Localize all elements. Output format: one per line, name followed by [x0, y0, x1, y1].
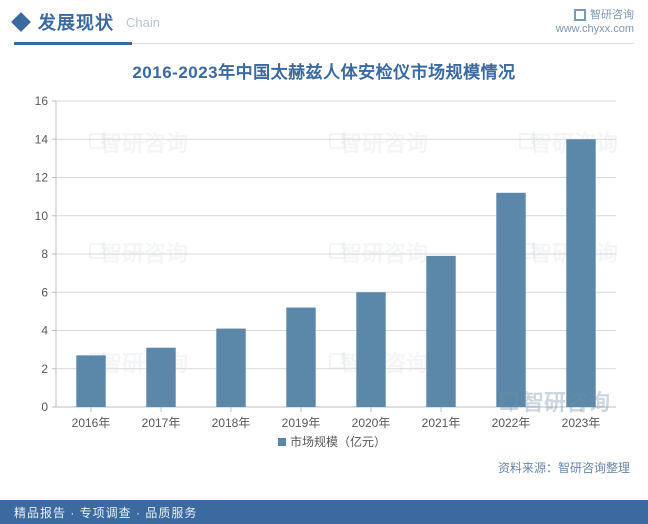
header-subtitle: Chain	[126, 15, 160, 30]
brand-site: www.chyxx.com	[556, 22, 634, 36]
diamond-icon	[11, 12, 31, 32]
bar	[286, 307, 315, 406]
svg-text:2: 2	[41, 361, 48, 375]
svg-text:智研咨询: 智研咨询	[100, 131, 188, 156]
svg-text:0: 0	[41, 400, 48, 414]
bar	[566, 139, 595, 407]
svg-text:2023年: 2023年	[562, 416, 601, 430]
svg-text:2019年: 2019年	[282, 416, 321, 430]
svg-text:2020年: 2020年	[352, 416, 391, 430]
header: 发展现状 Chain 智研咨询 www.chyxx.com	[0, 0, 648, 41]
svg-text:2022年: 2022年	[492, 416, 531, 430]
header-title: 发展现状	[38, 9, 114, 35]
svg-text:市场规模（亿元）: 市场规模（亿元）	[290, 434, 386, 449]
chart-area: 智研咨询智研咨询智研咨询智研咨询智研咨询智研咨询智研咨询智研咨询02468101…	[14, 91, 634, 461]
svg-text:8: 8	[41, 247, 48, 261]
svg-text:智研咨询: 智研咨询	[340, 131, 428, 156]
chart-title: 2016-2023年中国太赫兹人体安检仪市场规模情况	[0, 58, 648, 83]
bar	[76, 355, 105, 407]
header-divider	[14, 43, 634, 44]
svg-text:6: 6	[41, 285, 48, 299]
source-text: 资料来源：智研咨询整理	[0, 459, 648, 476]
svg-text:2016年: 2016年	[72, 416, 111, 430]
svg-text:16: 16	[35, 94, 49, 108]
svg-text:14: 14	[35, 132, 49, 146]
bar	[356, 292, 385, 407]
header-left: 发展现状 Chain	[14, 9, 160, 35]
brand-icon	[574, 9, 586, 21]
bar	[146, 347, 175, 406]
bar-chart: 智研咨询智研咨询智研咨询智研咨询智研咨询智研咨询智研咨询智研咨询02468101…	[14, 91, 634, 461]
header-right: 智研咨询 www.chyxx.com	[556, 8, 634, 37]
bar	[496, 192, 525, 406]
brand-name: 智研咨询	[590, 8, 634, 22]
footer-text: 精品报告 · 专项调查 · 品质服务	[14, 504, 197, 521]
svg-text:12: 12	[35, 170, 49, 184]
footer-bar: 精品报告 · 专项调查 · 品质服务	[0, 500, 648, 524]
svg-text:4: 4	[41, 323, 48, 337]
svg-text:2018年: 2018年	[212, 416, 251, 430]
svg-text:10: 10	[35, 208, 49, 222]
svg-text:2017年: 2017年	[142, 416, 181, 430]
svg-text:2021年: 2021年	[422, 416, 461, 430]
bar	[426, 256, 455, 407]
bar	[216, 328, 245, 406]
